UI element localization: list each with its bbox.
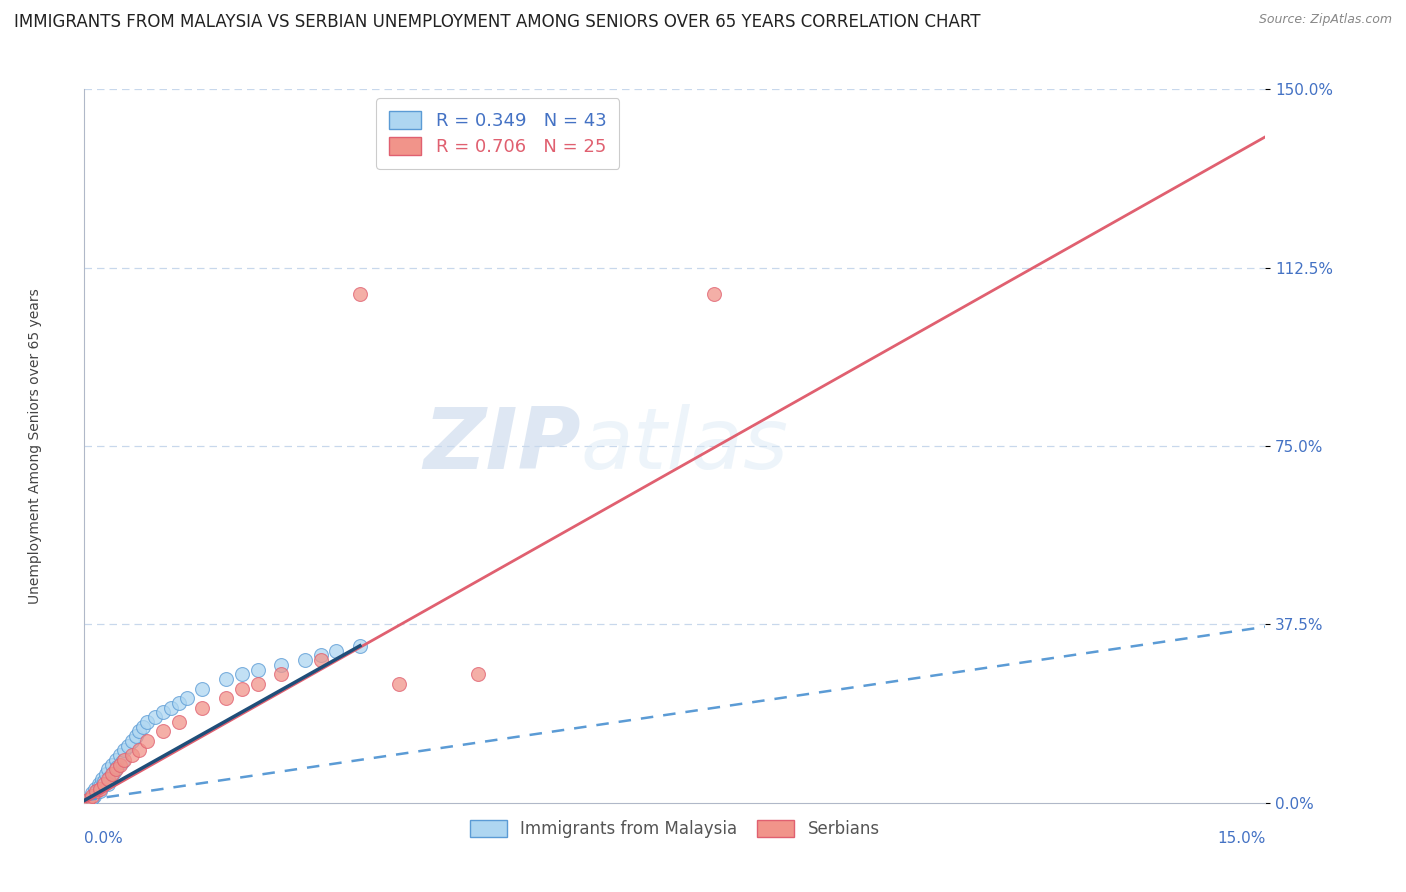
Point: [128, 724, 150, 739]
Point: [87, 777, 110, 791]
Point: [167, 714, 190, 729]
Text: ZIP: ZIP: [423, 404, 581, 488]
Point: [89, 779, 111, 793]
Text: IMMIGRANTS FROM MALAYSIA VS SERBIAN UNEMPLOYMENT AMONG SENIORS OVER 65 YEARS COR: IMMIGRANTS FROM MALAYSIA VS SERBIAN UNEM…: [14, 13, 980, 31]
Point: [107, 760, 129, 774]
Point: [349, 286, 371, 301]
Point: [93, 774, 115, 789]
Point: [309, 648, 332, 663]
Point: [191, 700, 214, 714]
Point: [97, 763, 120, 777]
Point: [124, 729, 146, 743]
Point: [111, 756, 134, 770]
Point: [101, 757, 124, 772]
Point: [84, 784, 107, 798]
Point: [349, 639, 371, 653]
Point: [128, 743, 150, 757]
Point: [97, 777, 120, 791]
Point: [96, 767, 118, 781]
Point: [104, 763, 127, 777]
Point: [121, 734, 143, 748]
Point: [152, 724, 174, 739]
Point: [388, 677, 411, 691]
Point: [160, 700, 183, 714]
Point: [104, 753, 127, 767]
Point: [325, 643, 347, 657]
Point: [152, 706, 174, 720]
Point: [167, 696, 190, 710]
Point: [77, 793, 100, 807]
Point: [703, 286, 725, 301]
Point: [103, 764, 125, 779]
Point: [82, 786, 104, 800]
Point: [294, 653, 316, 667]
Text: Source: ZipAtlas.com: Source: ZipAtlas.com: [1258, 13, 1392, 27]
Point: [98, 770, 121, 784]
Point: [231, 681, 253, 696]
Point: [143, 710, 166, 724]
Point: [77, 793, 100, 807]
Point: [467, 667, 489, 681]
Legend: Immigrants from Malaysia, Serbians: Immigrants from Malaysia, Serbians: [464, 813, 886, 845]
Point: [270, 657, 292, 672]
Point: [132, 720, 155, 734]
Point: [215, 691, 238, 706]
Point: [112, 743, 135, 757]
Text: 0.0%: 0.0%: [84, 831, 124, 847]
Point: [246, 677, 269, 691]
Point: [89, 784, 111, 798]
Point: [84, 781, 107, 796]
Point: [176, 691, 198, 706]
Point: [89, 781, 111, 796]
Point: [93, 777, 115, 791]
Point: [86, 784, 108, 798]
Point: [121, 748, 143, 763]
Point: [270, 667, 292, 681]
Point: [83, 789, 105, 803]
Point: [215, 672, 238, 686]
Point: [90, 772, 112, 786]
Point: [112, 753, 135, 767]
Point: [82, 791, 104, 805]
Text: Unemployment Among Seniors over 65 years: Unemployment Among Seniors over 65 years: [28, 288, 42, 604]
Point: [309, 653, 332, 667]
Point: [117, 739, 139, 753]
Point: [82, 789, 104, 803]
Point: [101, 767, 124, 781]
Point: [108, 757, 131, 772]
Text: atlas: atlas: [581, 404, 789, 488]
Point: [79, 791, 101, 805]
Point: [136, 734, 159, 748]
Point: [246, 663, 269, 677]
Point: [108, 748, 131, 763]
Point: [97, 772, 120, 786]
Point: [231, 667, 253, 681]
Point: [191, 681, 214, 696]
Point: [136, 714, 159, 729]
Text: 15.0%: 15.0%: [1218, 831, 1265, 847]
